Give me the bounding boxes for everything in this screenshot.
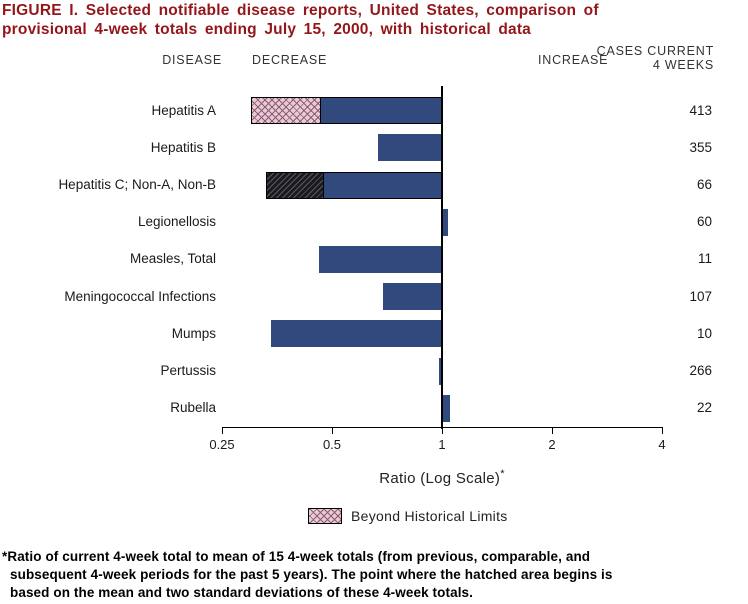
- figure-title: FIGURE I. Selected notifiable disease re…: [2, 1, 746, 39]
- legend-label: Beyond Historical Limits: [351, 508, 508, 524]
- x-axis-label-text: Ratio (Log Scale): [379, 470, 501, 487]
- column-header-cases-current-4-weeks: CASES CURRENT 4 WEEKS: [597, 44, 714, 72]
- beyond-limit-hatch-segment: [267, 172, 325, 198]
- bar-decrease: [383, 283, 442, 311]
- cases-value: 11: [697, 251, 712, 267]
- axis-tick: [551, 427, 553, 434]
- disease-label: Meningococcal Infections: [64, 288, 216, 304]
- column-header-increase: INCREASE: [538, 53, 609, 67]
- cases-value: 10: [696, 325, 712, 341]
- disease-label: Mumps: [171, 325, 216, 341]
- axis-tick-label: 4: [658, 437, 666, 452]
- x-axis-label: Ratio (Log Scale)*: [292, 468, 592, 487]
- cases-value: 355: [689, 139, 712, 155]
- axis-tick-label: 2: [548, 437, 556, 452]
- cases-value: 60: [696, 214, 712, 230]
- disease-label: Hepatitis B: [150, 139, 216, 155]
- column-header-disease: DISEASE: [162, 53, 222, 67]
- footnote-line: subsequent 4-week periods for the past 5…: [10, 567, 613, 582]
- axis-tick: [331, 427, 333, 434]
- axis-tick-label: 0.5: [322, 437, 342, 452]
- disease-label: Measles, Total: [129, 251, 216, 267]
- bar-decrease: [438, 357, 442, 385]
- beyond-limit-hatch-segment: [251, 98, 321, 124]
- footnote-line: based on the mean and two standard devia…: [10, 585, 473, 600]
- legend: Beyond Historical Limits: [308, 508, 508, 524]
- figure-title-line2: provisional 4-week totals ending July 15…: [2, 21, 532, 38]
- cases-value: 107: [689, 288, 712, 304]
- bar-beyond-historical-limits: [266, 171, 442, 199]
- bar-increase: [442, 394, 450, 422]
- cases-value: 413: [689, 102, 712, 118]
- axis-tick: [661, 427, 663, 434]
- footnote: *Ratio of current 4-week total to mean o…: [2, 548, 746, 602]
- legend-hatched-swatch: [308, 508, 342, 524]
- cases-value: 66: [696, 177, 712, 192]
- bar-decrease: [318, 245, 442, 273]
- disease-label: Rubella: [170, 400, 216, 416]
- bar-fill-segment: [320, 98, 441, 124]
- cases-value: 266: [689, 363, 712, 378]
- axis-tick-label: 0.25: [209, 437, 235, 452]
- footnote-line: *Ratio of current 4-week total to mean o…: [2, 549, 591, 564]
- bar-decrease: [378, 134, 442, 162]
- disease-label: Hepatitis C; Non-A, Non-B: [58, 177, 216, 192]
- figure-title-line1: FIGURE I. Selected notifiable disease re…: [2, 2, 599, 19]
- column-header-decrease: DECREASE: [252, 53, 328, 67]
- disease-label: Legionellosis: [137, 214, 216, 230]
- bar-decrease: [270, 320, 442, 348]
- column-header-cases-line2: 4 WEEKS: [652, 58, 714, 72]
- axis-tick: [221, 427, 223, 434]
- bar-fill-segment: [324, 172, 441, 198]
- disease-label: Pertussis: [160, 363, 216, 378]
- axis-tick-label: 1: [438, 437, 446, 452]
- column-header-cases-line1: CASES CURRENT: [596, 44, 714, 58]
- disease-label: Hepatitis A: [151, 102, 216, 118]
- cases-value: 22: [696, 400, 712, 416]
- bar-beyond-historical-limits: [250, 97, 442, 125]
- bar-increase: [442, 208, 449, 236]
- axis-tick: [441, 427, 443, 434]
- x-axis-label-footnote-marker: *: [500, 468, 505, 480]
- ratio-one-axis-line: [441, 86, 443, 429]
